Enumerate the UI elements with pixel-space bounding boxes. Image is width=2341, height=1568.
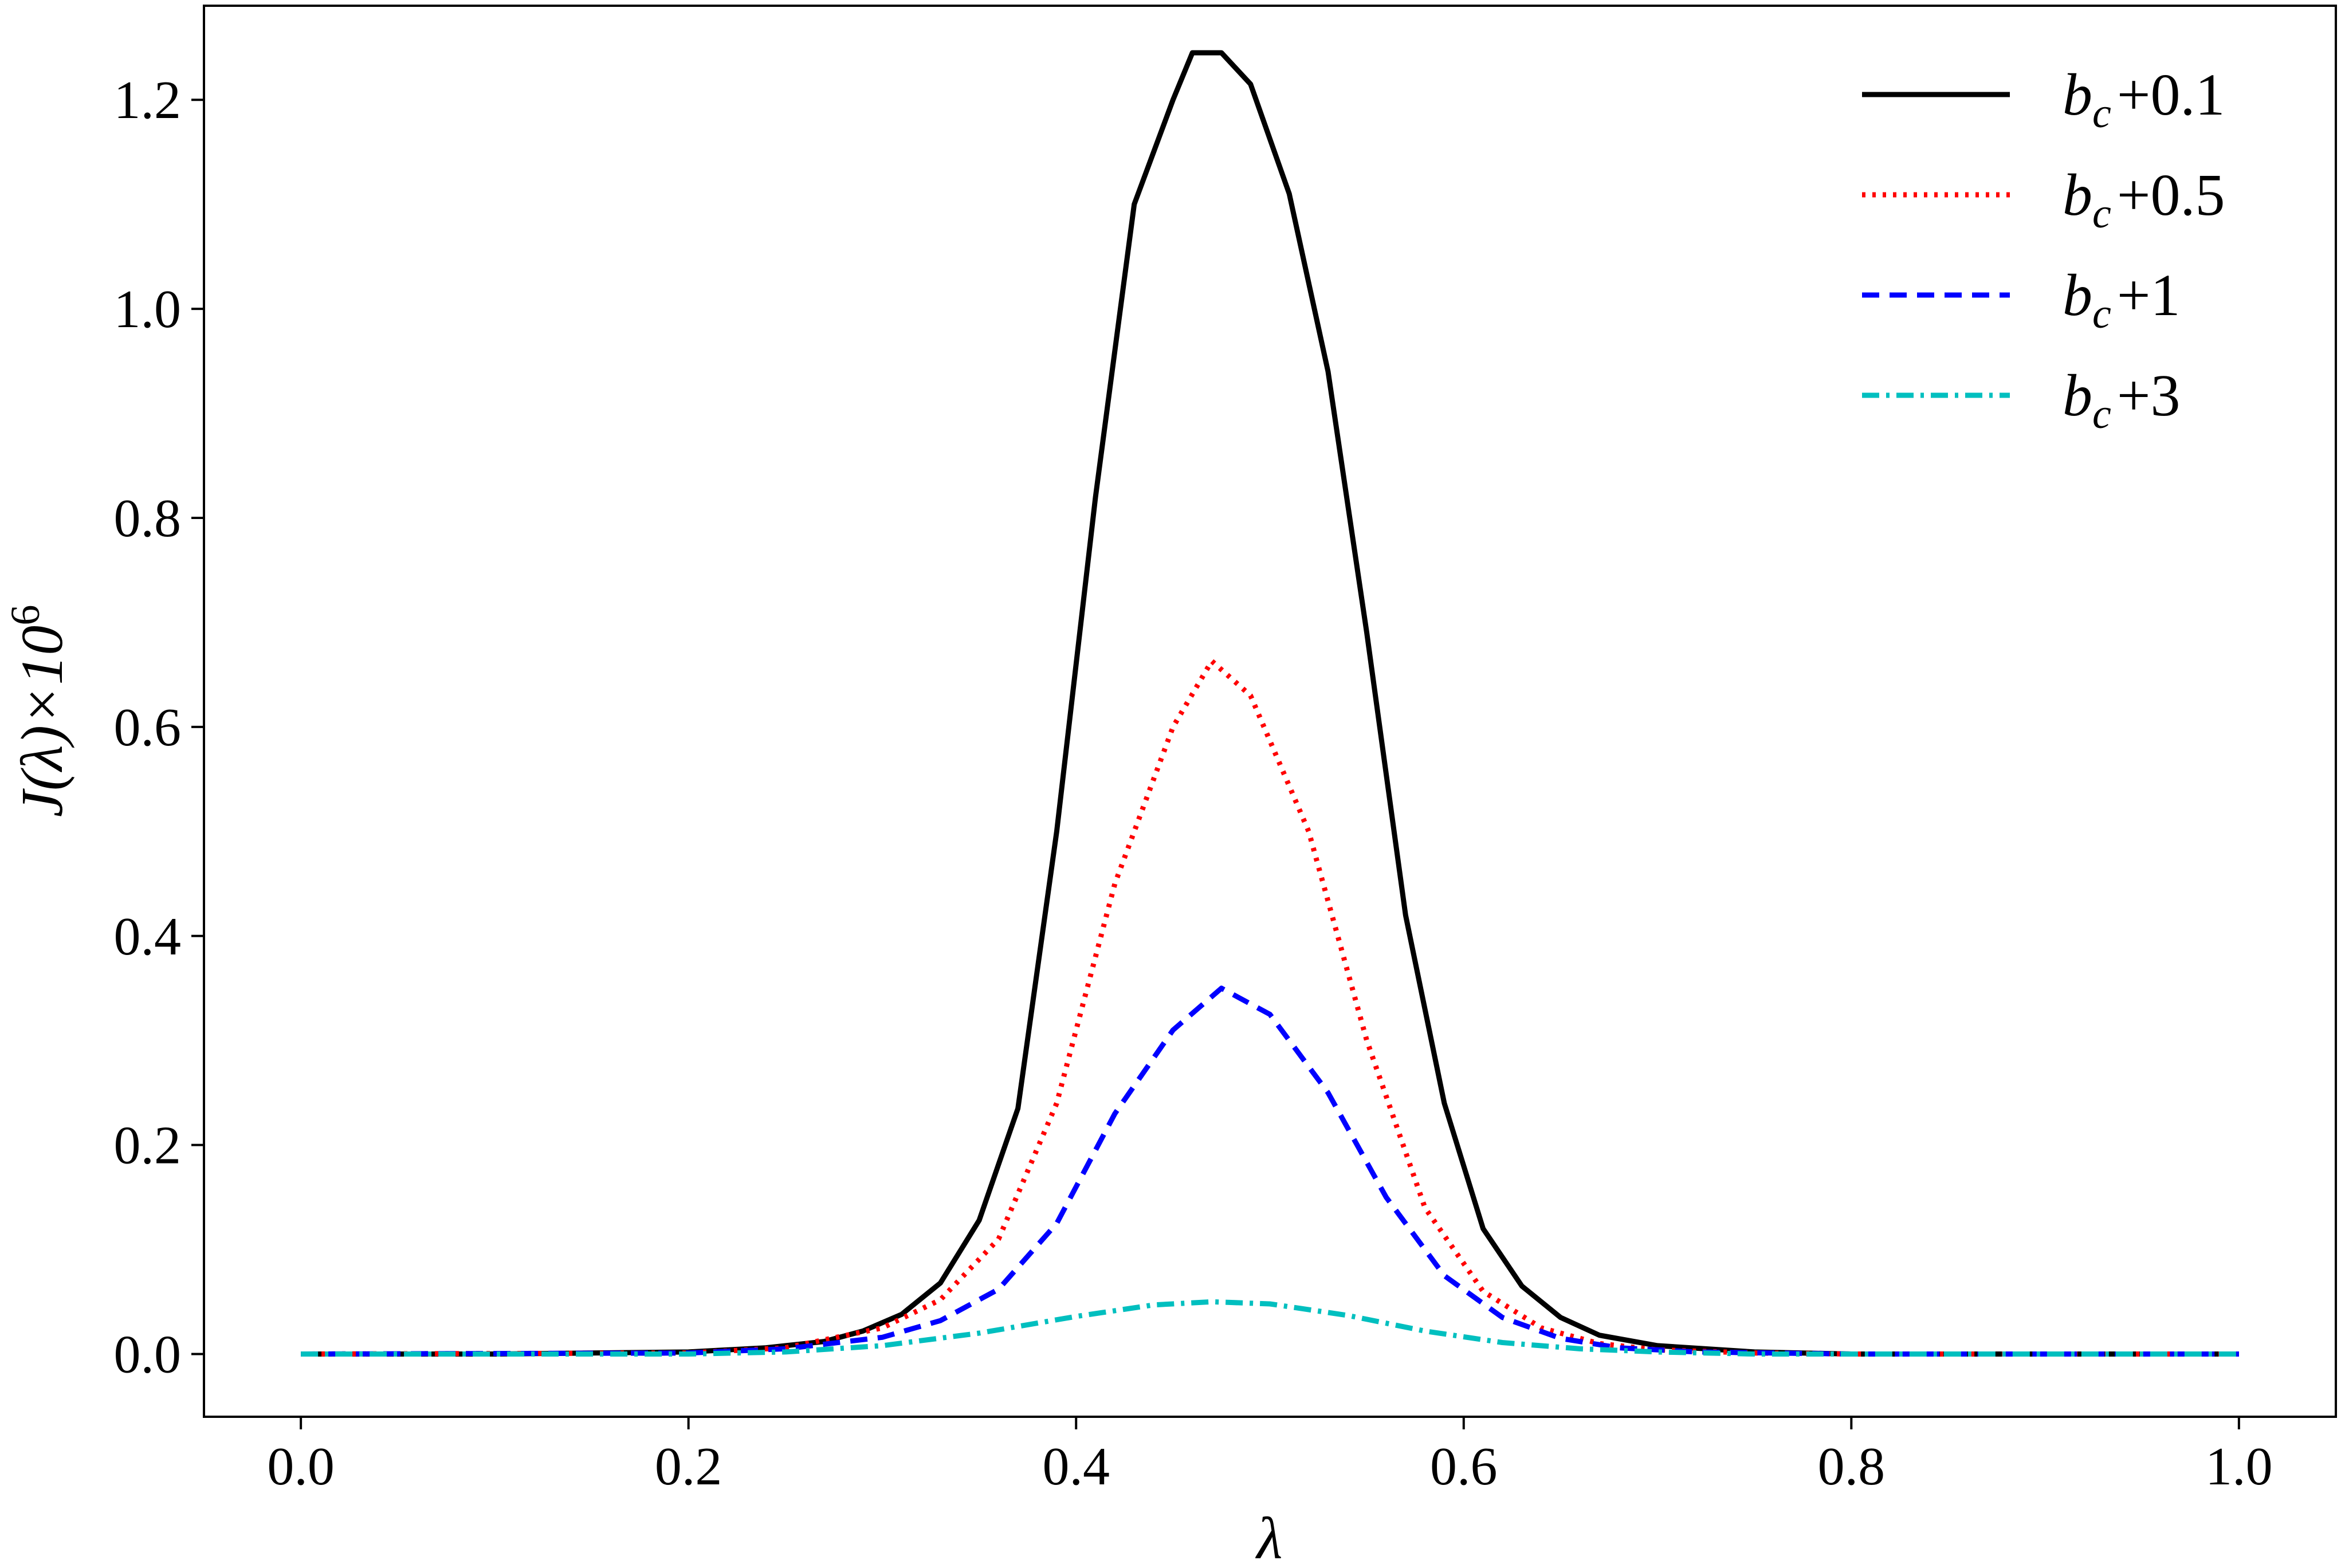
series-line-b-c-3 bbox=[301, 1299, 2239, 1357]
x-tick-label: 0.8 bbox=[1818, 1437, 1886, 1496]
y-tick-label: 0.4 bbox=[114, 907, 182, 966]
y-tick-label: 0.6 bbox=[114, 698, 182, 757]
x-tick-label: 1.0 bbox=[2205, 1437, 2273, 1496]
x-axis-label: λ bbox=[1255, 1506, 1282, 1568]
series-layer bbox=[301, 50, 2239, 1357]
y-tick-label: 1.2 bbox=[114, 70, 182, 130]
legend-label-b-c-0-1: bc+0.1 bbox=[2063, 62, 2225, 137]
y-axis-ticks: 0.0 0.2 0.4 0.6 0.8 1.0 1.2 bbox=[114, 70, 204, 1385]
x-tick-label: 0.6 bbox=[1430, 1437, 1498, 1496]
legend-label-b-c-0-5: bc+0.5 bbox=[2063, 162, 2225, 237]
legend-label-b-c-1: bc+1 bbox=[2063, 262, 2181, 337]
y-axis-label-exponent: 6 bbox=[2, 605, 48, 626]
x-axis-ticks: 0.0 0.2 0.4 0.6 0.8 1.0 bbox=[267, 1417, 2273, 1496]
x-tick-label: 0.2 bbox=[655, 1437, 722, 1496]
legend: bc+0.1 bc+0.5 bc+1 bc+3 bbox=[1862, 62, 2225, 438]
plot-frame bbox=[203, 5, 2337, 1418]
series-line-b-c-0-5 bbox=[301, 658, 2239, 1357]
series-line-b-c-1 bbox=[301, 985, 2239, 1357]
y-tick-label: 0.2 bbox=[114, 1116, 182, 1176]
x-tick-label: 0.4 bbox=[1042, 1437, 1110, 1496]
y-tick-label: 0.8 bbox=[114, 489, 182, 548]
plot-background bbox=[204, 6, 2336, 1417]
y-axis-label-main: J(λ)×10 bbox=[9, 626, 75, 818]
legend-label-b-c-3: bc+3 bbox=[2063, 363, 2181, 438]
y-tick-label: 0.0 bbox=[114, 1325, 182, 1385]
y-axis-label: J(λ)×106 bbox=[2, 605, 75, 818]
y-tick-label: 1.0 bbox=[114, 280, 182, 339]
x-tick-label: 0.0 bbox=[267, 1437, 335, 1496]
